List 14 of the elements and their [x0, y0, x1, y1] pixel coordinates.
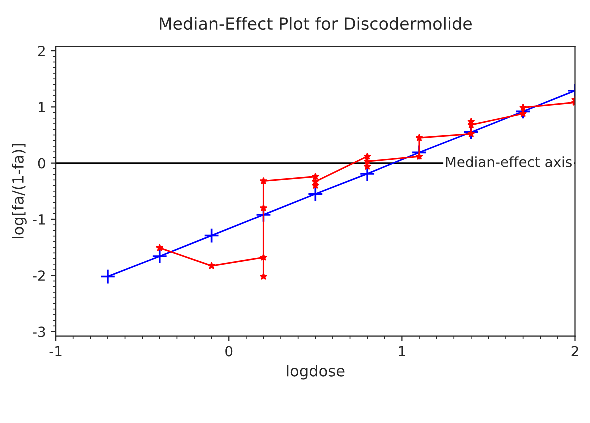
x-axis-title: logdose [287, 365, 345, 380]
chart-title: Median-Effect Plot for Discodermolide [160, 17, 472, 30]
x-tick-label: 1 [399, 346, 406, 357]
ref-line-label: Median-effect axis [446, 156, 572, 168]
y-axis-title: log[fa/(1-fa)] [12, 144, 27, 238]
y-tick-label: -1 [33, 214, 46, 225]
y-tick-label: 2 [38, 46, 45, 56]
y-tick-label: 0 [38, 158, 46, 169]
x-tick-label: 0 [226, 346, 233, 357]
x-tick-label: -1 [50, 346, 62, 357]
y-tick-label: -3 [33, 326, 46, 338]
x-tick-label: 2 [572, 346, 578, 357]
y-tick-label: 1 [39, 102, 46, 112]
y-tick-label: -2 [33, 270, 45, 281]
